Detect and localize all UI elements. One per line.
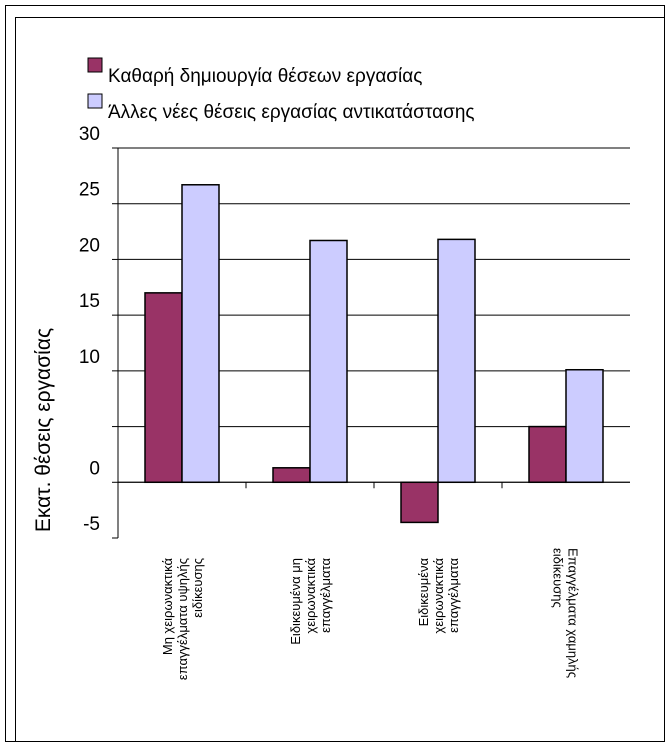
category-label-line: επαγγέλματα υψηλής bbox=[175, 558, 190, 680]
bar-replacement bbox=[181, 184, 220, 484]
bar-replacement bbox=[565, 368, 604, 484]
bar-net-creation bbox=[272, 467, 311, 484]
y-tick-label: 20 bbox=[79, 235, 100, 256]
y-tick-label: 10 bbox=[79, 347, 100, 368]
y-axis-title: Εκατ. θέσεις εργασίας bbox=[32, 328, 55, 532]
category-label: Ειδικευμένα μη χειρωνακτικά επαγγέλματα bbox=[288, 558, 333, 645]
y-tick-label: 0 bbox=[89, 458, 100, 479]
y-tick-label: 15 bbox=[79, 291, 100, 312]
legend-entry: Καθαρή δημιουργία θέσεων εργασίας bbox=[108, 66, 422, 87]
category-label-line: Ειδικευμένα bbox=[416, 558, 431, 627]
bar-net-creation bbox=[528, 425, 567, 484]
category-labels: Μη χειρωνακτικά επαγγέλματα υψηλής ειδίκευ… bbox=[160, 548, 581, 680]
legend-entry: Άλλες νέες θέσεις εργασίας αντικατάσταση… bbox=[108, 102, 475, 123]
category-label-line: χειρωνακτικά bbox=[431, 558, 446, 634]
bar-net-creation bbox=[144, 292, 183, 484]
axes bbox=[112, 147, 630, 539]
bar-net-creation bbox=[400, 481, 439, 524]
category-label-line: Μη χειρωνακτικά bbox=[160, 558, 175, 656]
category-label: Μη χειρωνακτικά επαγγέλματα υψηλής ειδίκευ… bbox=[160, 558, 205, 681]
category-label-line: επαγγέλματα bbox=[446, 558, 461, 633]
category-label-line: επαγγέλματα bbox=[318, 558, 333, 633]
y-tick-label: 30 bbox=[79, 124, 100, 145]
y-tick-label: -5 bbox=[83, 514, 100, 535]
legend-swatch bbox=[87, 93, 103, 109]
legend: Καθαρή δημιουργία θέσεων εργασίας Άλλες ν… bbox=[87, 57, 475, 123]
y-tick-labels: 30 25 20 15 10 0 -5 bbox=[79, 124, 100, 535]
category-label-line: ειδίκευσης bbox=[551, 548, 566, 608]
bar-replacement bbox=[309, 239, 348, 484]
category-label-line: Επαγγέλματα χαμηλής bbox=[566, 548, 581, 678]
bar-replacement bbox=[437, 238, 476, 484]
category-label-line: Ειδικευμένα μη bbox=[288, 558, 303, 645]
legend-swatch bbox=[87, 57, 103, 73]
category-label-line: ειδίκευσης bbox=[190, 558, 205, 618]
bars bbox=[144, 184, 604, 524]
category-label-line: χειρωνακτικά bbox=[303, 558, 318, 634]
plot-border bbox=[15, 17, 665, 742]
y-tick-label: 25 bbox=[79, 180, 100, 201]
category-label: Ειδικευμένα χειρωνακτικά επαγγέλματα bbox=[416, 558, 461, 634]
